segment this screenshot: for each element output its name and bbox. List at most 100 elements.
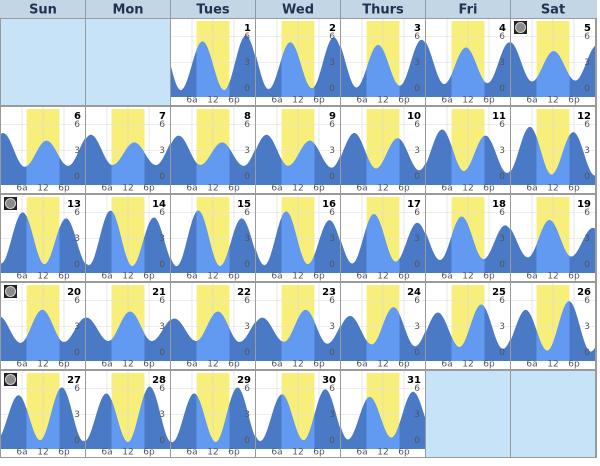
weekday-header: Tues xyxy=(196,3,230,18)
tide-area-daylight xyxy=(281,394,315,449)
x-tick-label: 6a xyxy=(356,184,367,194)
y-tick-label: 0 xyxy=(329,84,335,94)
y-tick-label: 0 xyxy=(414,84,420,94)
x-tick-label: 12 xyxy=(37,272,48,282)
empty-cell xyxy=(511,371,595,457)
x-tick-label: 6a xyxy=(186,360,197,370)
y-tick-label: 6 xyxy=(74,120,80,130)
tide-area-daylight xyxy=(366,397,400,449)
y-tick-label: 6 xyxy=(244,32,250,42)
tide-area-daylight xyxy=(451,216,485,273)
y-tick-label: 6 xyxy=(244,120,250,130)
weekday-header: Sun xyxy=(29,3,57,18)
x-tick-label: 12 xyxy=(462,184,473,194)
x-tick-label: 6a xyxy=(186,272,197,282)
y-tick-label: 6 xyxy=(414,296,420,306)
weekday-header: Fri xyxy=(459,3,478,18)
y-tick-label: 6 xyxy=(74,296,80,306)
y-tick-label: 3 xyxy=(499,58,505,68)
x-tick-label: 12 xyxy=(207,184,218,194)
x-tick-label: 6a xyxy=(16,448,27,458)
y-tick-label: 0 xyxy=(414,436,420,446)
y-tick-label: 6 xyxy=(584,296,590,306)
x-tick-label: 12 xyxy=(377,184,388,194)
y-tick-label: 0 xyxy=(74,172,80,182)
empty-cell xyxy=(426,371,510,457)
day-number: 24 xyxy=(407,287,421,298)
x-tick-label: 6a xyxy=(441,184,452,194)
empty-cell xyxy=(1,19,85,105)
x-tick-label: 12 xyxy=(547,360,558,370)
x-tick-label: 12 xyxy=(207,360,218,370)
y-tick-label: 0 xyxy=(414,260,420,270)
tide-area-daylight xyxy=(536,135,570,185)
tide-area-daylight xyxy=(26,389,60,449)
day-number: 7 xyxy=(159,111,166,122)
y-tick-label: 0 xyxy=(74,348,80,358)
x-tick-label: 12 xyxy=(292,272,303,282)
x-tick-label: 6a xyxy=(101,272,112,282)
day-number: 23 xyxy=(322,287,336,298)
tide-area-daylight xyxy=(111,311,145,361)
x-tick-label: 12 xyxy=(377,96,388,106)
tide-area xyxy=(1,387,85,449)
y-tick-label: 3 xyxy=(159,410,165,420)
tide-area-daylight xyxy=(196,142,230,185)
y-tick-label: 3 xyxy=(499,234,505,244)
tide-area xyxy=(171,210,255,273)
tide-area xyxy=(341,133,425,185)
y-tick-label: 6 xyxy=(499,296,505,306)
tide-area-daylight xyxy=(196,311,230,361)
x-tick-label: 6a xyxy=(526,272,537,282)
y-tick-label: 3 xyxy=(584,58,590,68)
y-tick-label: 6 xyxy=(159,296,165,306)
y-tick-label: 6 xyxy=(414,208,420,218)
tide-area-daylight xyxy=(26,216,60,273)
tide-area-daylight xyxy=(281,211,315,273)
y-tick-label: 3 xyxy=(244,146,250,156)
y-tick-label: 3 xyxy=(584,146,590,156)
x-tick-label: 6p xyxy=(398,360,410,370)
tide-area-daylight xyxy=(451,304,485,361)
weekday-header: Sat xyxy=(541,3,565,18)
x-tick-label: 6a xyxy=(16,360,27,370)
day-number: 11 xyxy=(492,111,506,122)
x-tick-label: 6p xyxy=(58,272,70,282)
y-tick-label: 3 xyxy=(159,146,165,156)
x-tick-label: 12 xyxy=(292,96,303,106)
y-tick-label: 6 xyxy=(584,120,590,130)
y-tick-label: 6 xyxy=(74,208,80,218)
y-tick-label: 6 xyxy=(414,32,420,42)
tide-area xyxy=(341,391,425,449)
x-tick-label: 6a xyxy=(186,96,197,106)
day-number: 9 xyxy=(329,111,336,122)
day-number: 22 xyxy=(237,287,251,298)
x-tick-label: 12 xyxy=(122,184,133,194)
x-tick-label: 12 xyxy=(122,448,133,458)
day-number: 28 xyxy=(152,375,166,386)
y-tick-label: 0 xyxy=(329,172,335,182)
y-tick-label: 0 xyxy=(414,348,420,358)
x-tick-label: 6p xyxy=(143,184,155,194)
tide-area-daylight xyxy=(451,136,485,185)
day-number: 6 xyxy=(74,111,81,122)
y-tick-label: 6 xyxy=(329,120,335,130)
x-tick-label: 6a xyxy=(526,184,537,194)
tide-area xyxy=(426,129,510,185)
x-tick-label: 6p xyxy=(568,272,580,282)
day-number: 18 xyxy=(492,199,506,210)
day-number: 4 xyxy=(499,23,506,34)
y-tick-label: 6 xyxy=(329,208,335,218)
y-tick-label: 0 xyxy=(329,260,335,270)
y-tick-label: 3 xyxy=(244,410,250,420)
y-tick-label: 0 xyxy=(244,436,250,446)
x-tick-label: 12 xyxy=(377,360,388,370)
header-bar xyxy=(0,0,597,18)
x-tick-label: 6p xyxy=(313,448,325,458)
y-tick-label: 0 xyxy=(584,172,590,182)
x-tick-label: 6p xyxy=(568,96,580,106)
y-tick-label: 6 xyxy=(499,208,505,218)
x-tick-label: 12 xyxy=(547,96,558,106)
tide-area xyxy=(1,212,85,273)
weekday-header: Thurs xyxy=(362,3,404,18)
